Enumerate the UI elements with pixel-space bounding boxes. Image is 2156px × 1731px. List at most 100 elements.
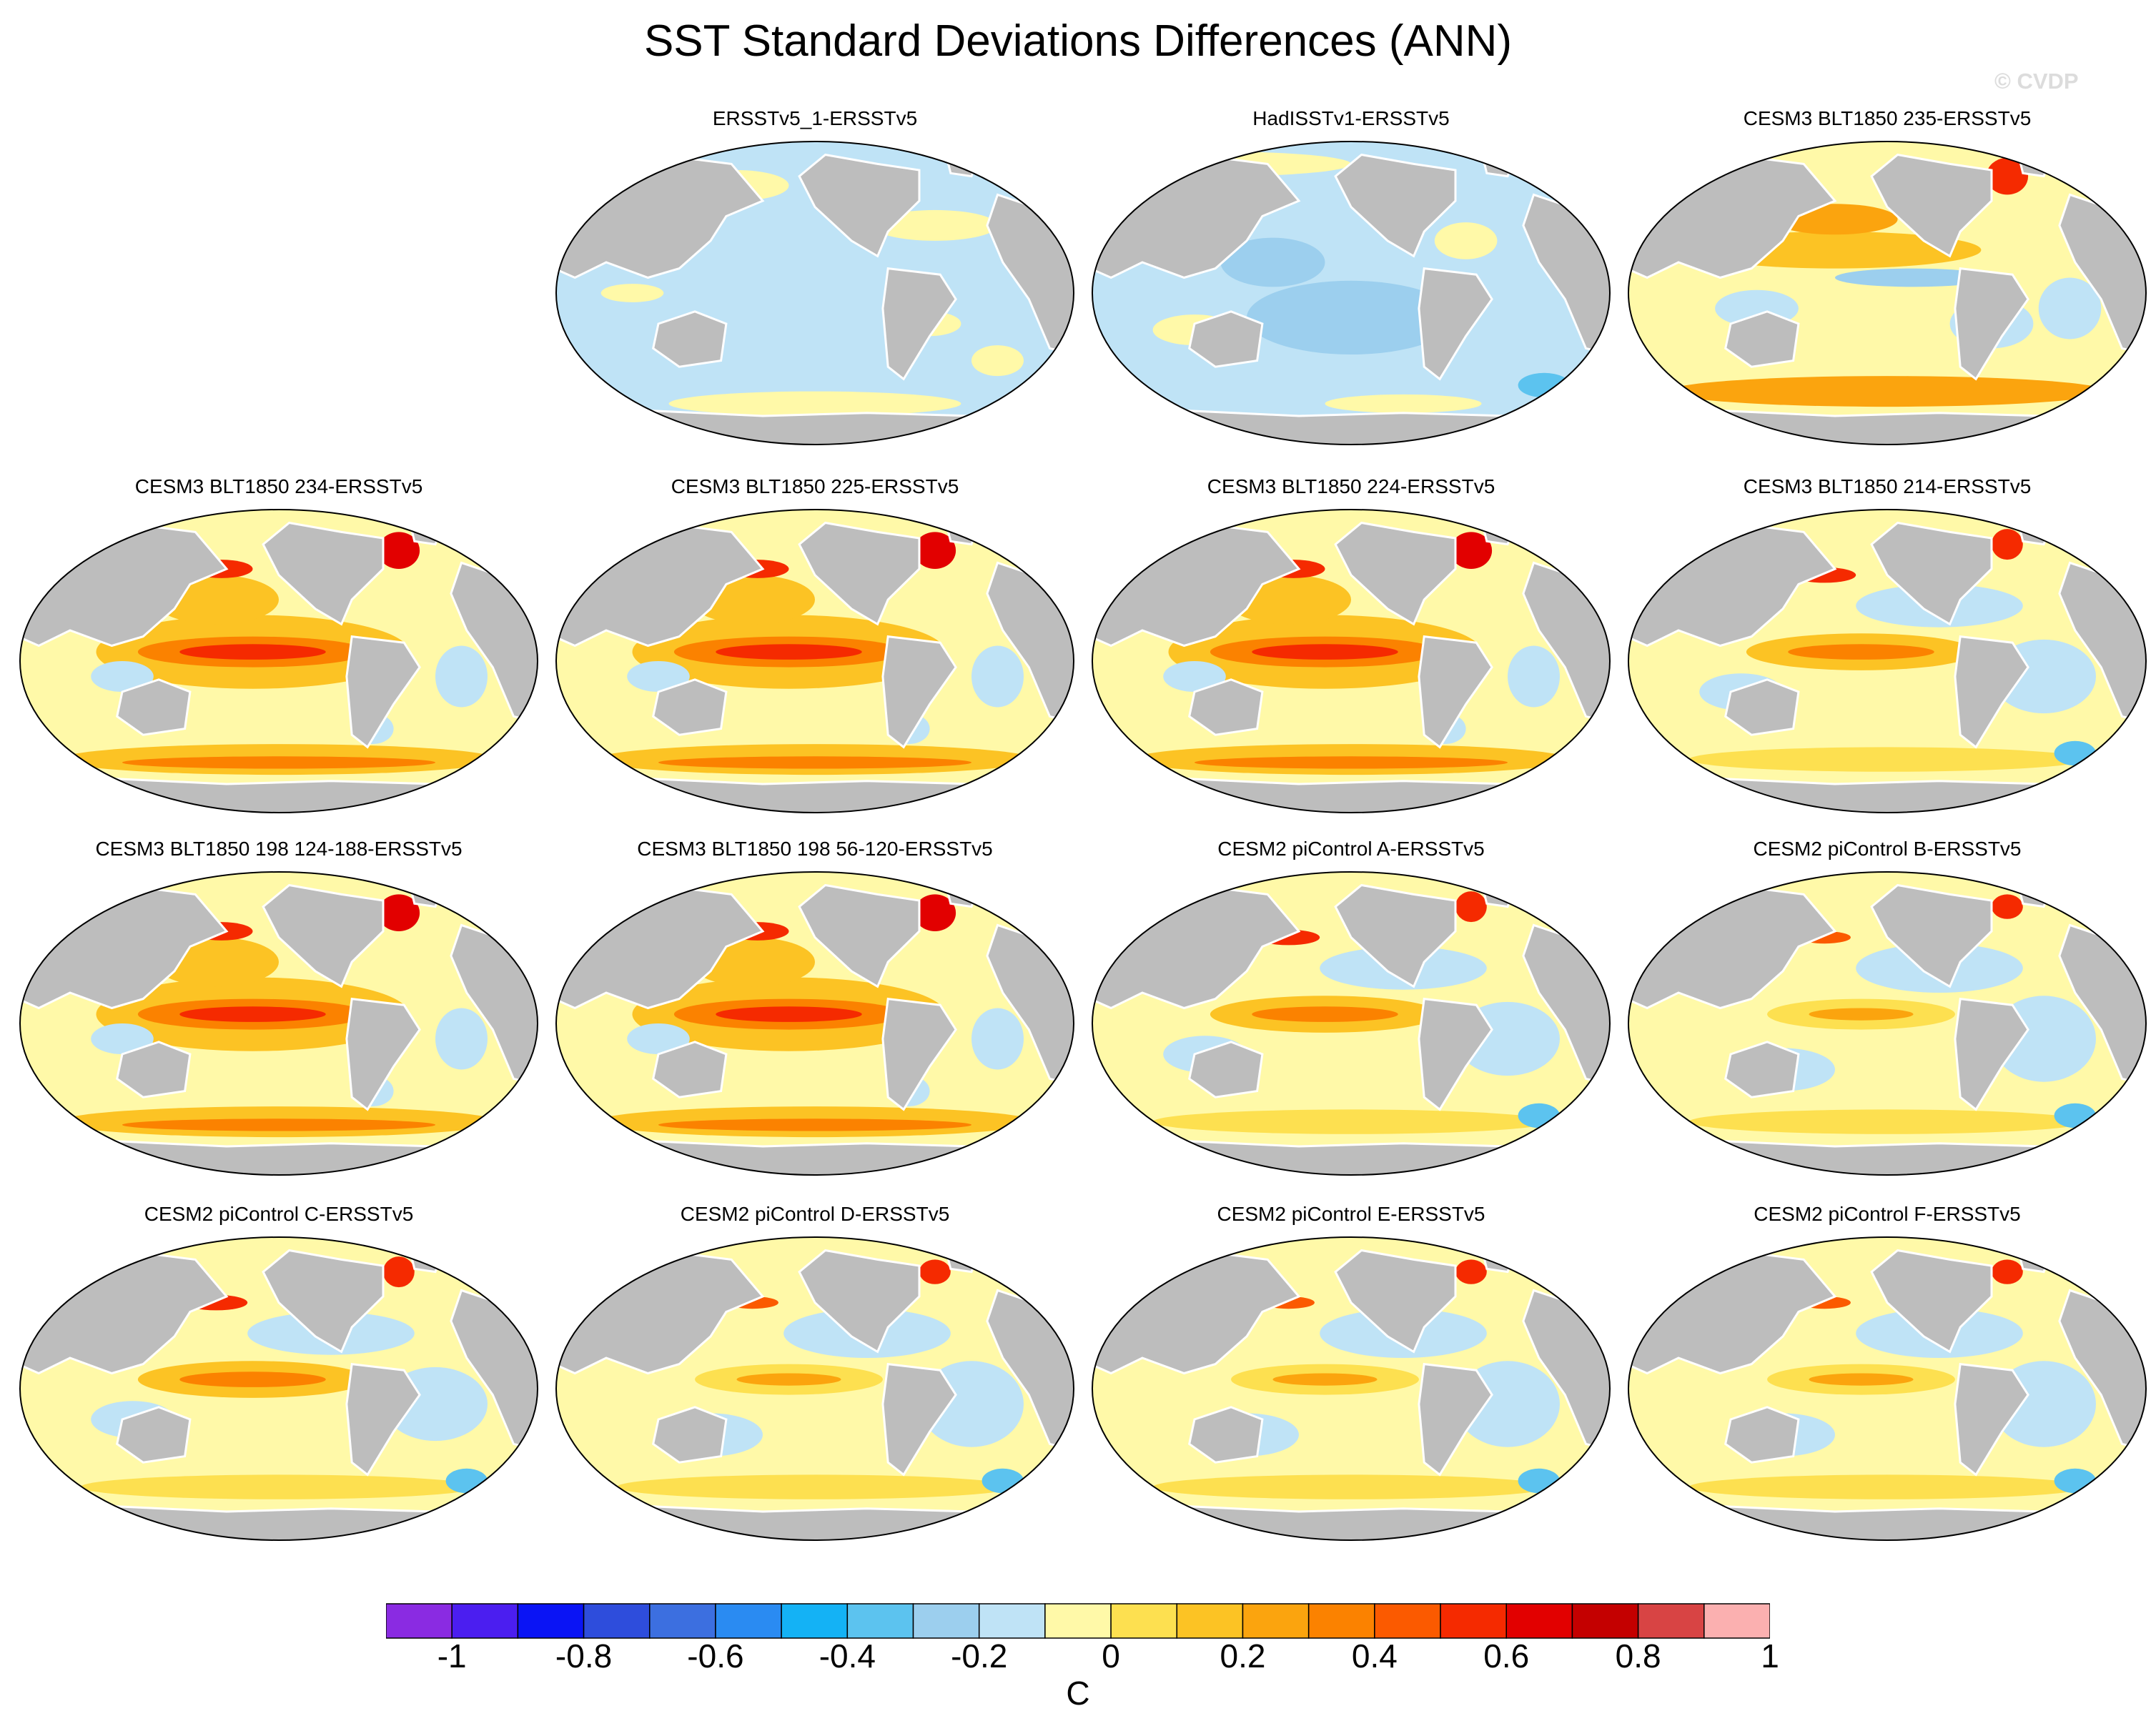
anomaly-region: [1152, 1109, 1550, 1134]
land-mass: [556, 1504, 1074, 1540]
colorbar-box: [1044, 1603, 1112, 1639]
map-panel: CESM3 BLT1850 198 56-120-ERSSTv5: [547, 838, 1083, 1181]
colorbar-box: [1440, 1603, 1507, 1639]
land-mass: [1188, 310, 1264, 368]
land-mass: [262, 1249, 385, 1354]
colorbar-tick-label: 0: [1102, 1637, 1120, 1675]
anomaly-region: [1992, 529, 2023, 560]
colorbar: [386, 1603, 1770, 1639]
land-mass: [1870, 1249, 1993, 1354]
anomaly-region: [1809, 1008, 1914, 1021]
map-panel: CESM3 BLT1850 234-ERSSTv5: [11, 475, 547, 818]
anomaly-region: [1450, 532, 1493, 569]
land-mass: [1480, 1243, 1520, 1274]
colorbar-labels: -1 -0.8 -0.6 -0.4 -0.2 0 0.2 0.4 0.6 0.8 1: [0, 1637, 2156, 1680]
map-panel: CESM2 piControl B-ERSSTv5: [1619, 838, 2155, 1181]
land-mass: [944, 1243, 984, 1274]
colorbar-box: [846, 1603, 914, 1639]
panel-title: CESM2 piControl E-ERSSTv5: [1217, 1203, 1485, 1225]
anomaly-region: [1252, 644, 1398, 660]
anomaly-region: [91, 1023, 154, 1054]
map-panel: CESM2 piControl F-ERSSTv5: [1619, 1203, 2155, 1546]
world-map: [1628, 141, 2147, 445]
land-mass: [407, 878, 447, 908]
panel-title: CESM3 BLT1850 225-ERSSTv5: [671, 475, 959, 497]
map-panel: CESM3 BLT1850 214-ERSSTv5: [1619, 475, 2155, 818]
anomaly-region: [1455, 1259, 1487, 1284]
colorbar-box: [1505, 1603, 1573, 1639]
land-mass: [1870, 883, 1993, 988]
land-mass: [1418, 635, 1493, 749]
anomaly-region: [179, 1006, 326, 1022]
land-mass: [20, 776, 538, 813]
land-mass: [2016, 1243, 2056, 1274]
land-mass: [2016, 147, 2056, 178]
anomaly-region: [1668, 376, 2107, 407]
map-panel: CESM3 BLT1850 225-ERSSTv5: [547, 475, 1083, 818]
map-panel: CESM3 BLT1850 224-ERSSTv5: [1083, 475, 1619, 818]
colorbar-tick-label: -0.4: [819, 1637, 876, 1675]
land-mass: [881, 1362, 957, 1477]
colorbar-box: [386, 1603, 453, 1639]
land-mass: [1724, 310, 1800, 368]
land-mass: [1418, 997, 1493, 1111]
land-mass: [1480, 515, 1520, 546]
land-mass: [1724, 1041, 1800, 1098]
colorbar-box: [781, 1603, 849, 1639]
land-mass: [944, 515, 984, 546]
world-map: [19, 509, 538, 813]
anomaly-region: [736, 1373, 841, 1386]
land-mass: [116, 1406, 192, 1464]
map-panel: CESM3 BLT1850 198 124-188-ERSSTv5: [11, 838, 547, 1181]
land-mass: [556, 1139, 1074, 1175]
land-mass: [652, 678, 728, 736]
panel-title: CESM2 piControl A-ERSSTv5: [1217, 838, 1485, 860]
land-mass: [407, 1243, 447, 1274]
panel-title: CESM2 piControl F-ERSSTv5: [1754, 1203, 2021, 1225]
land-mass: [881, 267, 957, 381]
anomaly-region: [1434, 222, 1498, 259]
anomaly-region: [1788, 644, 1934, 660]
colorbar-tick-label: 0.2: [1220, 1637, 1266, 1675]
land-mass: [1954, 1362, 2029, 1477]
anomaly-region: [1688, 747, 2086, 772]
panel-title: CESM3 BLT1850 198 124-188-ERSSTv5: [95, 838, 463, 860]
land-mass: [798, 1249, 921, 1354]
panel-title: CESM3 BLT1850 234-ERSSTv5: [134, 475, 423, 497]
colorbar-tick-label: -1: [437, 1637, 467, 1675]
land-mass: [1188, 678, 1264, 736]
world-map: [1092, 871, 1611, 1176]
land-mass: [345, 635, 421, 749]
land-mass: [20, 1139, 538, 1175]
land-mass: [1188, 1041, 1264, 1098]
anomaly-region: [1163, 661, 1226, 692]
land-mass: [944, 147, 984, 178]
land-mass: [1092, 1504, 1610, 1540]
colorbar-box: [1637, 1603, 1705, 1639]
anomaly-region: [914, 894, 956, 931]
world-map: [1628, 509, 2147, 813]
colorbar-box: [649, 1603, 716, 1639]
land-mass: [1092, 776, 1610, 813]
map-panels: ERSSTv5_1-ERSSTv5 HadISSTv1-ERSSTv5 CESM3 …: [11, 107, 2155, 1546]
land-mass: [1954, 267, 2029, 381]
land-mass: [881, 635, 957, 749]
land-mass: [798, 521, 921, 626]
colorbar-tick-label: -0.8: [555, 1637, 613, 1675]
land-mass: [652, 1406, 728, 1464]
page-title: SST Standard Deviations Differences (ANN…: [643, 16, 1513, 66]
anomaly-region: [1518, 1468, 1560, 1494]
anomaly-region: [1835, 268, 1992, 287]
colorbar-box: [1703, 1603, 1770, 1639]
anomaly-region: [377, 894, 420, 931]
map-panel: CESM3 BLT1850 235-ERSSTv5: [1619, 107, 2155, 450]
anomaly-region: [1220, 237, 1325, 287]
world-map: [1628, 1236, 2147, 1541]
land-mass: [407, 515, 447, 546]
land-mass: [1092, 1139, 1610, 1175]
anomaly-region: [1992, 894, 2023, 919]
map-panel: CESM2 piControl A-ERSSTv5: [1083, 838, 1619, 1181]
anomaly-region: [872, 209, 998, 241]
land-mass: [1092, 408, 1610, 445]
land-mass: [1334, 1249, 1457, 1354]
